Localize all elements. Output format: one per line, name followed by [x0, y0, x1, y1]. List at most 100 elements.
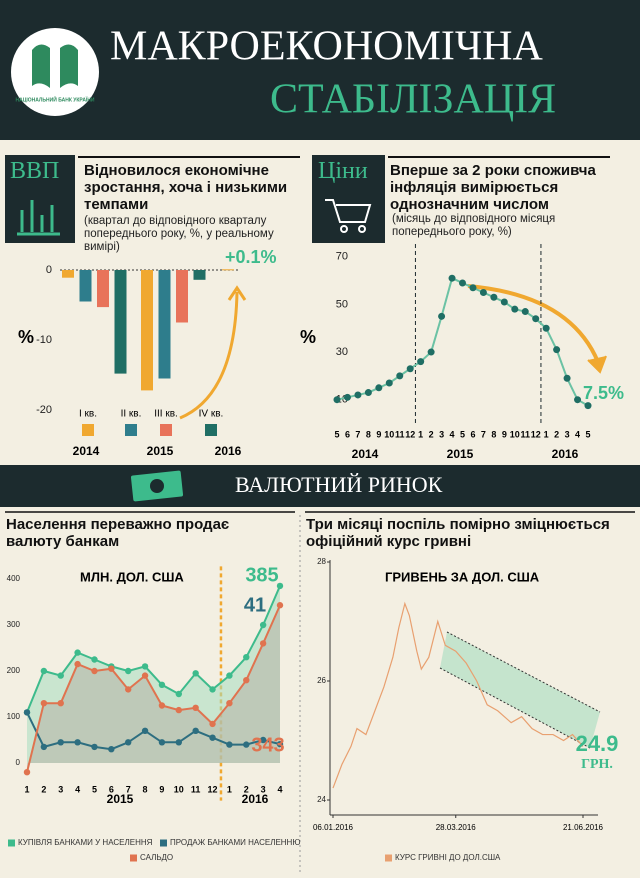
point	[343, 393, 351, 401]
legend-swatch	[205, 424, 217, 436]
point	[141, 663, 149, 670]
point	[375, 384, 383, 392]
x-tick-label: 12	[405, 429, 415, 439]
x-tick-label: 8	[491, 429, 496, 439]
y-tick-label: -20	[36, 404, 52, 416]
prices-title: Вперше за 2 роки споживча інфляція вимір…	[390, 162, 596, 213]
x-tick-label: 2	[429, 429, 434, 439]
y-tick-label: 50	[336, 298, 348, 310]
point	[521, 308, 529, 316]
title-line2: СТАБІЛІЗАЦІЯ	[270, 77, 556, 123]
arrow	[467, 284, 600, 363]
point	[243, 654, 250, 661]
point	[448, 274, 456, 282]
point	[226, 741, 233, 748]
point	[542, 324, 550, 332]
x-tick-label: 6	[109, 784, 114, 794]
point	[259, 736, 267, 744]
point	[23, 769, 31, 776]
point	[417, 358, 425, 366]
legend-swatch	[385, 854, 392, 862]
value-label: 24.9	[576, 731, 619, 756]
x-tick-label: 10	[384, 429, 394, 439]
point	[74, 660, 81, 668]
x-tick-label: 8	[143, 784, 148, 794]
chart-subtitle: МЛН. ДОЛ. США	[80, 569, 184, 584]
x-tick-label: 12	[531, 429, 541, 439]
point	[226, 700, 233, 707]
legend-swatch	[8, 839, 15, 847]
x-tick-label: 8	[366, 429, 371, 439]
point	[438, 312, 446, 320]
point	[57, 700, 64, 707]
x-tick-label: 10	[510, 429, 520, 439]
y-tick-label: 200	[7, 666, 21, 675]
gdp-subtitle: (квартал до відповідного кварталу попере…	[84, 215, 274, 253]
legend-label: ПРОДАЖ БАНКАМИ НАСЕЛЕННЮ	[170, 838, 300, 847]
value-label: 385	[245, 564, 278, 586]
point	[57, 739, 64, 746]
point	[192, 670, 199, 677]
year-label: 2014	[352, 447, 379, 461]
legend-label: САЛЬДО	[140, 853, 173, 862]
point	[158, 702, 166, 709]
x-tick-label: 9	[376, 429, 381, 439]
x-tick-label: 1	[24, 784, 29, 794]
legend-label: II кв.	[121, 409, 142, 420]
point	[175, 706, 182, 714]
bar	[193, 270, 206, 280]
point	[354, 391, 362, 399]
y-axis-label: %	[300, 327, 316, 347]
bar	[79, 270, 92, 302]
bar	[141, 270, 153, 391]
point	[226, 672, 233, 679]
point	[209, 734, 216, 741]
prices-label: Ціни	[318, 158, 368, 184]
line	[26, 604, 281, 773]
x-tick-label: 4	[75, 784, 80, 794]
x-tick-label: 4	[450, 429, 455, 439]
bar	[176, 270, 188, 323]
point	[364, 389, 372, 397]
area	[27, 605, 280, 773]
point	[427, 348, 435, 356]
point	[500, 298, 508, 306]
point	[74, 649, 81, 656]
point	[574, 396, 582, 404]
year-label: 2015	[147, 444, 174, 458]
point	[192, 704, 199, 711]
point	[490, 293, 498, 301]
legend-label: КУРС ГРИВНІ ДО ДОЛ.США	[395, 853, 501, 862]
prices-box	[312, 155, 385, 243]
gdp-title: Відновилося економічне зростання, хоча і…	[84, 162, 288, 213]
x-tick-label: 4	[277, 784, 282, 794]
value-label: 41	[244, 594, 266, 616]
y-tick-label: 70	[336, 251, 348, 263]
x-tick-label: 5	[92, 784, 97, 794]
point	[125, 667, 132, 675]
arrow	[179, 291, 239, 420]
bar	[62, 270, 74, 278]
banner-text: ВАЛЮТНИЙ РИНОК	[235, 472, 443, 497]
gdp-label: ВВП	[10, 158, 60, 184]
point	[209, 720, 216, 728]
x-tick-label: 06.01.2016	[313, 823, 354, 832]
x-tick-label: 7	[481, 429, 486, 439]
point	[40, 700, 48, 707]
point	[209, 686, 216, 693]
point	[108, 665, 115, 672]
legend-label: КУПІВЛЯ БАНКАМИ У НАСЕЛЕННЯ	[18, 838, 153, 847]
trend-band	[440, 632, 600, 748]
year-label: 2015	[447, 447, 474, 461]
x-tick-label: 10	[174, 784, 184, 794]
legend-label: I кв.	[79, 409, 97, 420]
x-tick-label: 1	[418, 429, 423, 439]
point	[243, 741, 250, 748]
fx-title: Населення переважно продає валюту банкам	[6, 516, 230, 550]
x-tick-label: 5	[334, 429, 339, 439]
point	[243, 677, 250, 684]
legend-swatch	[130, 854, 137, 862]
x-tick-label: 2	[554, 429, 559, 439]
